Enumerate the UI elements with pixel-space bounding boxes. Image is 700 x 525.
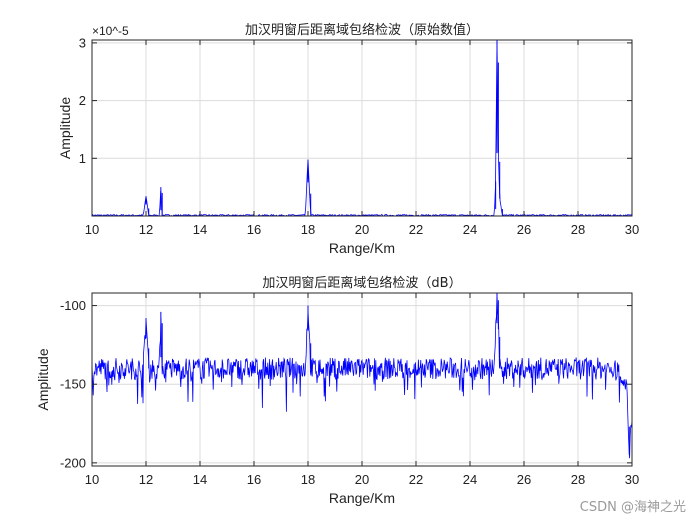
x-tick-label: 16	[247, 222, 261, 237]
x-tick-label: 22	[409, 222, 423, 237]
chart-title: 加汉明窗后距离域包络检波（dB）	[262, 275, 461, 291]
x-tick-label: 10	[85, 222, 99, 237]
y-axis-label: Amplitude	[57, 97, 73, 159]
x-tick-label: 16	[247, 472, 261, 487]
y-tick-label: 1	[79, 151, 86, 166]
x-tick-label: 14	[193, 222, 207, 237]
chart-title: 加汉明窗后距离域包络检波（原始数值）	[245, 22, 479, 38]
x-tick-label: 22	[409, 472, 423, 487]
y-tick-label: -200	[60, 455, 86, 470]
x-axis-label: Range/Km	[329, 240, 395, 256]
x-tick-label: 18	[301, 472, 315, 487]
x-tick-label: 14	[193, 472, 207, 487]
x-tick-label: 30	[625, 472, 639, 487]
x-tick-label: 24	[463, 222, 477, 237]
y-axis-label: Amplitude	[35, 348, 51, 410]
x-tick-label: 26	[517, 222, 531, 237]
y-tick-label: 2	[79, 93, 86, 108]
x-tick-label: 10	[85, 472, 99, 487]
x-tick-label: 30	[625, 222, 639, 237]
watermark: CSDN @海神之光	[579, 500, 686, 515]
x-tick-label: 20	[355, 222, 369, 237]
y-tick-label: -150	[60, 377, 86, 392]
x-tick-label: 26	[517, 472, 531, 487]
y-tick-label: 3	[79, 35, 86, 50]
x-tick-label: 20	[355, 472, 369, 487]
x-tick-label: 28	[571, 472, 585, 487]
y-exponent-label: ×10^-5	[92, 24, 129, 38]
x-tick-label: 18	[301, 222, 315, 237]
x-tick-label: 12	[139, 472, 153, 487]
x-tick-label: 28	[571, 222, 585, 237]
data-series-line	[91, 292, 633, 459]
y-tick-label: -100	[60, 298, 86, 313]
x-axis-label: Range/Km	[329, 490, 395, 506]
bottom-axes: 10 12 14 16 18 20 22 24 26 28 30 -200 -150 -100 加汉明窗后距…	[35, 275, 639, 506]
x-tick-label: 12	[139, 222, 153, 237]
x-tick-label: 24	[463, 472, 477, 487]
top-axes: 10 12 14 16 18 20 22 24 26 28 30123加汉明窗后距离域包络检波（原始…	[57, 22, 639, 256]
